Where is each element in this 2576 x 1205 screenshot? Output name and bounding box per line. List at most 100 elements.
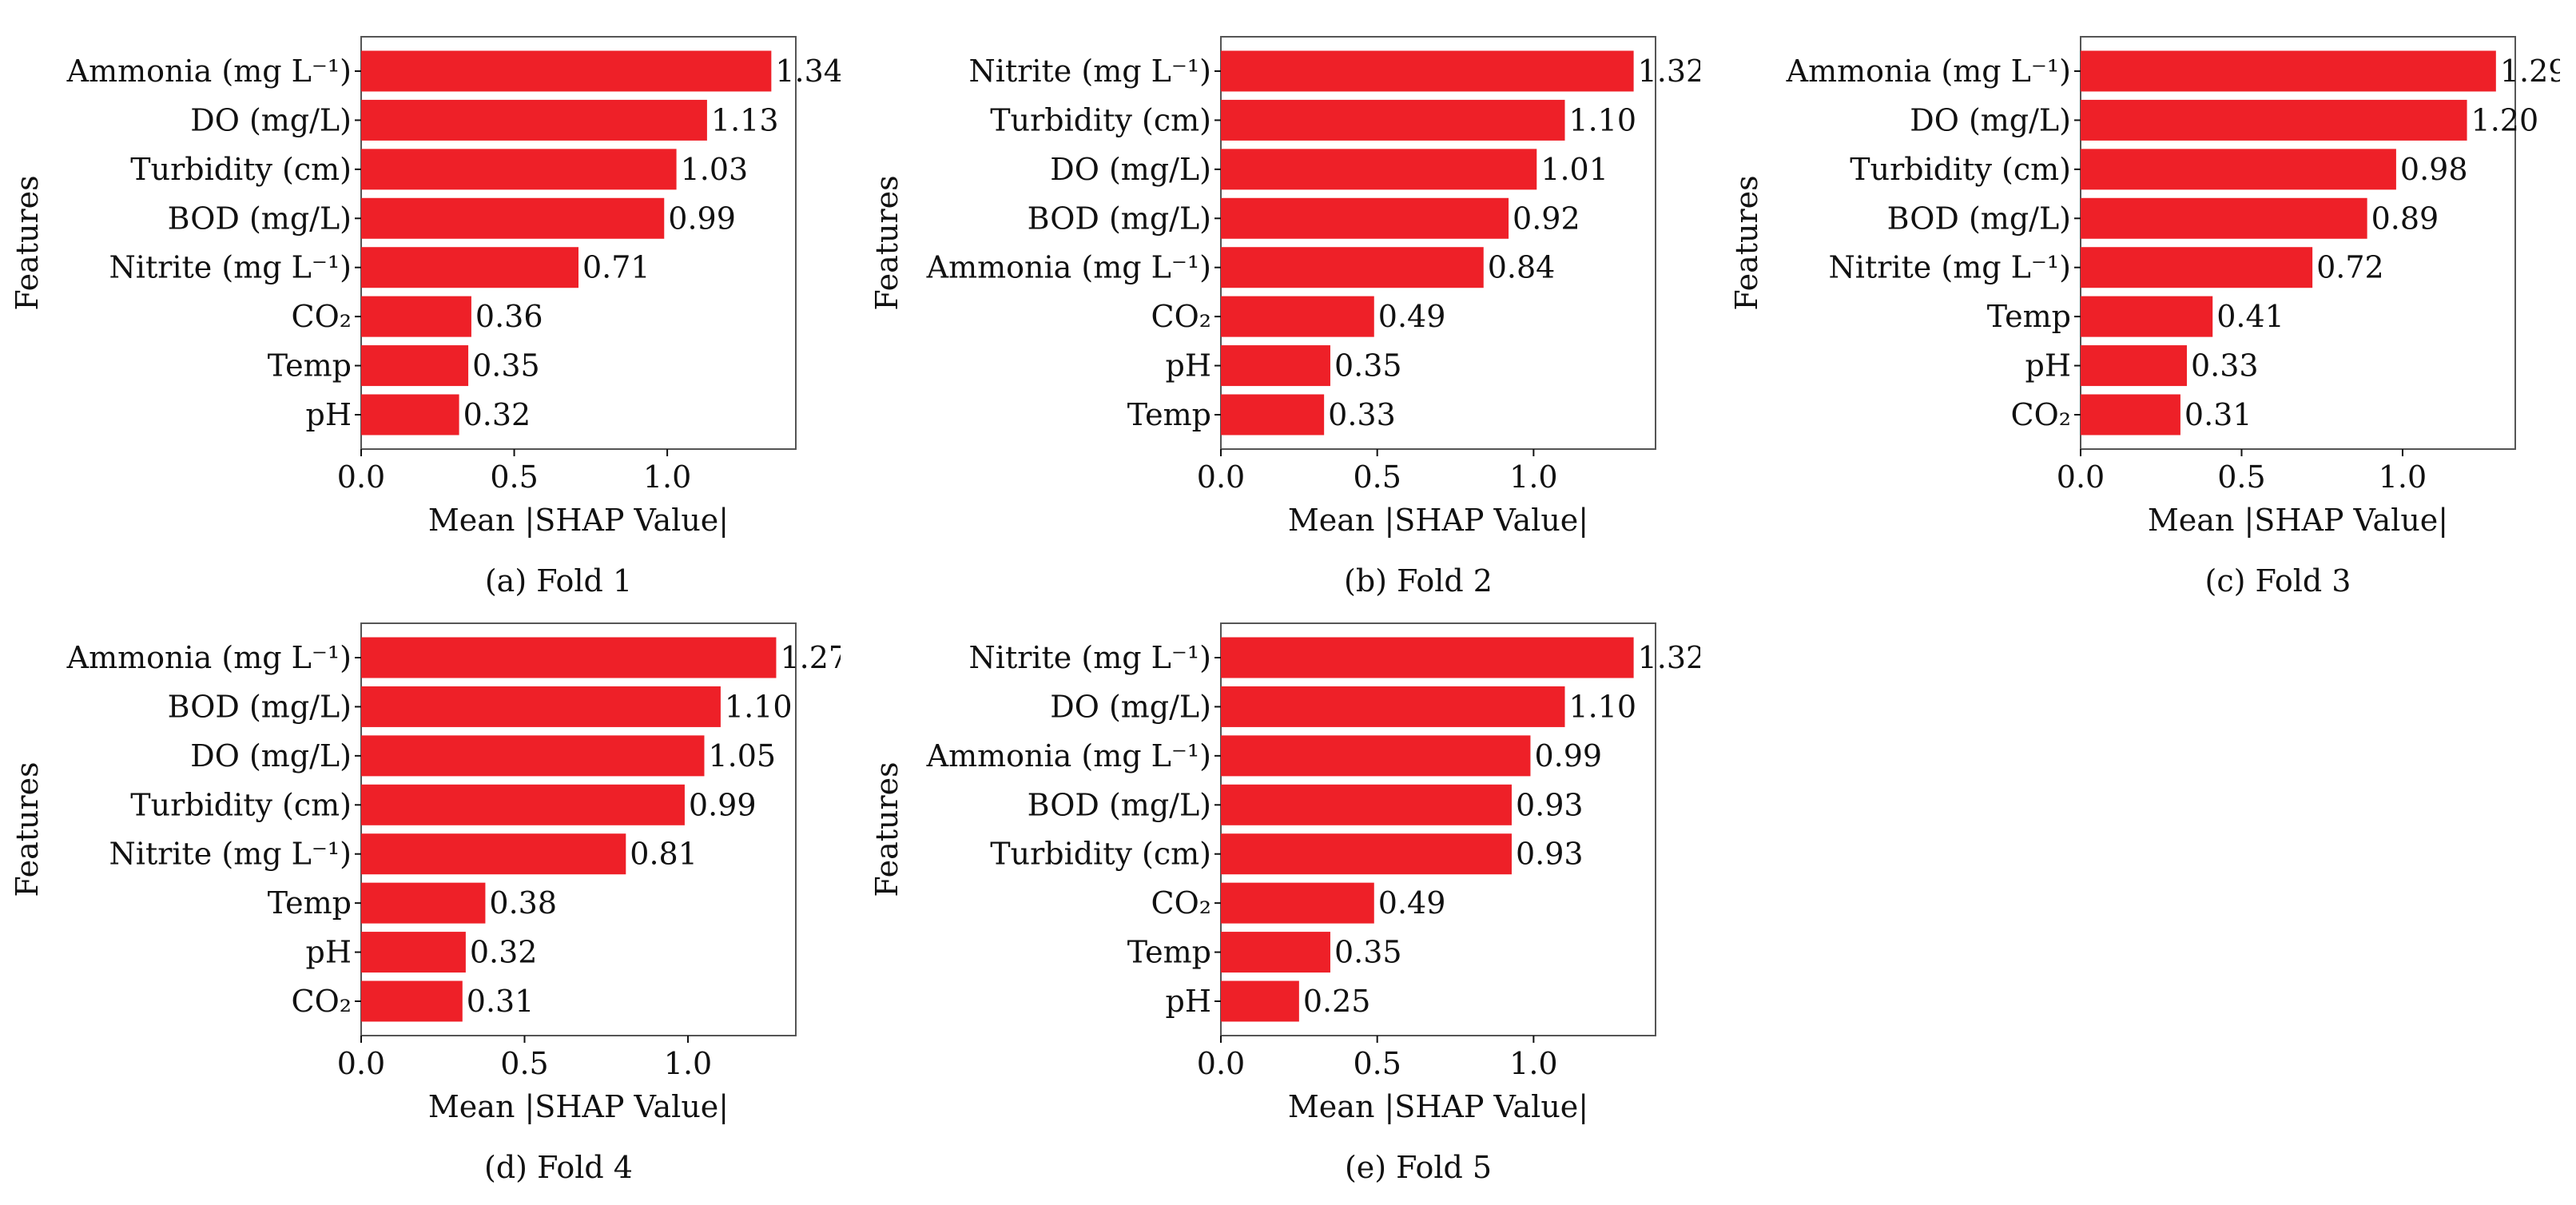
bar-value-label: 0.33 <box>1328 397 1396 432</box>
x-axis-label: Mean |SHAP Value| <box>428 1089 729 1124</box>
y-tick-label: DO (mg/L) <box>190 738 352 774</box>
bar <box>1221 99 1565 141</box>
bar <box>1221 784 1512 825</box>
y-tick-label: CO₂ <box>2011 397 2071 432</box>
plot-frame <box>1220 622 1656 1036</box>
bar <box>361 784 685 825</box>
y-tick-label: Temp <box>268 348 352 384</box>
bar-value-label: 0.38 <box>489 885 557 921</box>
plot-frame <box>1220 36 1656 450</box>
bar-value-label: 0.25 <box>1303 984 1371 1019</box>
bar-value-label: 1.10 <box>725 689 793 724</box>
y-tick-label: pH <box>1166 984 1211 1019</box>
y-tick-label: Ammonia (mg L⁻¹) <box>66 54 352 89</box>
subplot-caption: (d) Fold 4 <box>484 1150 633 1183</box>
y-tick-label: Ammonia (mg L⁻¹) <box>926 250 1211 285</box>
subplot-1: Ammonia (mg L⁻¹) 1.34 DO (mg/L) 1.13 Turbidi… <box>10 36 841 596</box>
x-tick-label: 0.5 <box>1353 1046 1401 1081</box>
y-axis-label: Features <box>869 762 904 897</box>
bar <box>361 637 777 678</box>
bar-value-label: 0.98 <box>2400 152 2468 187</box>
subplot-3: Ammonia (mg L⁻¹) 1.29 DO (mg/L) 1.20 Turbidi… <box>1729 36 2560 596</box>
y-tick-label: Turbidity (cm) <box>130 152 352 187</box>
bar-value-label: 1.10 <box>1569 689 1637 724</box>
bar <box>1221 735 1531 777</box>
bar <box>361 735 705 777</box>
y-tick-label: Turbidity (cm) <box>990 102 1211 137</box>
y-tick-label: pH <box>2025 348 2071 384</box>
bar <box>1221 247 1484 288</box>
bar-value-label: 0.32 <box>470 935 538 970</box>
y-tick-label: Nitrite (mg L⁻¹) <box>1829 250 2071 285</box>
bar-value-label: 1.32 <box>1638 640 1700 675</box>
x-tick-label: 0.5 <box>2217 459 2265 495</box>
subplot-4: Ammonia (mg L⁻¹) 1.27 BOD (mg/L) 1.10 DO (mg… <box>10 622 841 1183</box>
bar-value-label: 0.49 <box>1378 885 1446 921</box>
subplot-caption: (b) Fold 2 <box>1344 563 1493 596</box>
bar-value-label: 0.35 <box>1334 935 1402 970</box>
y-tick-label: DO (mg/L) <box>1050 152 1211 187</box>
bar <box>361 247 578 288</box>
bar <box>1221 932 1330 973</box>
bar-value-label: 1.13 <box>711 102 779 137</box>
bar-value-label: 0.35 <box>1334 348 1402 384</box>
x-axis-label: Mean |SHAP Value| <box>2148 503 2448 538</box>
x-axis-label: Mean |SHAP Value| <box>1288 1089 1588 1124</box>
bar <box>1221 197 1509 239</box>
y-tick-label: pH <box>306 397 352 432</box>
x-tick-label: 0.0 <box>1197 1046 1245 1081</box>
y-tick-label: Ammonia (mg L⁻¹) <box>926 738 1211 774</box>
subplot-caption: (a) Fold 1 <box>485 563 632 596</box>
bar <box>361 833 626 875</box>
x-tick-label: 0.0 <box>2057 459 2105 495</box>
bar <box>1221 296 1374 337</box>
bar-value-label: 0.72 <box>2316 250 2384 285</box>
bar <box>361 50 772 92</box>
bar-value-label: 1.10 <box>1569 102 1637 137</box>
bar <box>1221 686 1565 727</box>
bar <box>1221 833 1512 875</box>
subplot-5: Nitrite (mg L⁻¹) 1.32 DO (mg/L) 1.10 Ammonia… <box>869 622 1700 1183</box>
bar <box>2081 50 2496 92</box>
bar <box>2081 247 2313 288</box>
bar-value-label: 1.01 <box>1540 152 1608 187</box>
bar-value-label: 0.31 <box>467 984 535 1019</box>
y-tick-label: Nitrite (mg L⁻¹) <box>969 54 1211 89</box>
bar-value-label: 1.03 <box>681 152 749 187</box>
bar <box>2081 197 2367 239</box>
y-axis-label: Features <box>10 175 45 310</box>
y-tick-label: Ammonia (mg L⁻¹) <box>66 640 352 675</box>
bar-value-label: 0.41 <box>2216 299 2284 334</box>
bar <box>361 149 677 190</box>
bar-value-label: 0.32 <box>463 397 531 432</box>
plot-frame <box>2080 36 2516 450</box>
x-tick-label: 0.0 <box>337 459 385 495</box>
y-tick-label: Ammonia (mg L⁻¹) <box>1786 54 2071 89</box>
bar-value-label: 0.71 <box>582 250 650 285</box>
bar <box>1221 980 1299 1022</box>
bar-value-label: 0.93 <box>1516 837 1584 872</box>
bar-value-label: 0.36 <box>475 299 543 334</box>
bar <box>361 197 665 239</box>
x-tick-label: 1.0 <box>2379 459 2427 495</box>
bar-value-label: 0.93 <box>1516 787 1584 822</box>
bar <box>1221 345 1330 387</box>
bar-value-label: 0.89 <box>2371 201 2439 236</box>
y-tick-label: BOD (mg/L) <box>168 201 352 236</box>
bar-value-label: 0.31 <box>2184 397 2252 432</box>
bar-value-label: 1.05 <box>708 738 776 774</box>
y-tick-label: BOD (mg/L) <box>168 689 352 724</box>
y-tick-label: Nitrite (mg L⁻¹) <box>109 837 352 872</box>
bar-value-label: 0.33 <box>2191 348 2259 384</box>
y-tick-label: CO₂ <box>292 984 352 1019</box>
subplot-caption: (e) Fold 5 <box>1345 1150 1492 1183</box>
y-tick-label: Nitrite (mg L⁻¹) <box>109 250 352 285</box>
bar <box>1221 149 1537 190</box>
plot-frame <box>360 622 797 1036</box>
y-tick-label: Turbidity (cm) <box>1850 152 2071 187</box>
x-tick-label: 0.0 <box>1197 459 1245 495</box>
y-tick-label: BOD (mg/L) <box>1028 787 1211 822</box>
x-tick-label: 1.0 <box>1509 1046 1557 1081</box>
y-tick-label: Temp <box>1987 299 2071 334</box>
